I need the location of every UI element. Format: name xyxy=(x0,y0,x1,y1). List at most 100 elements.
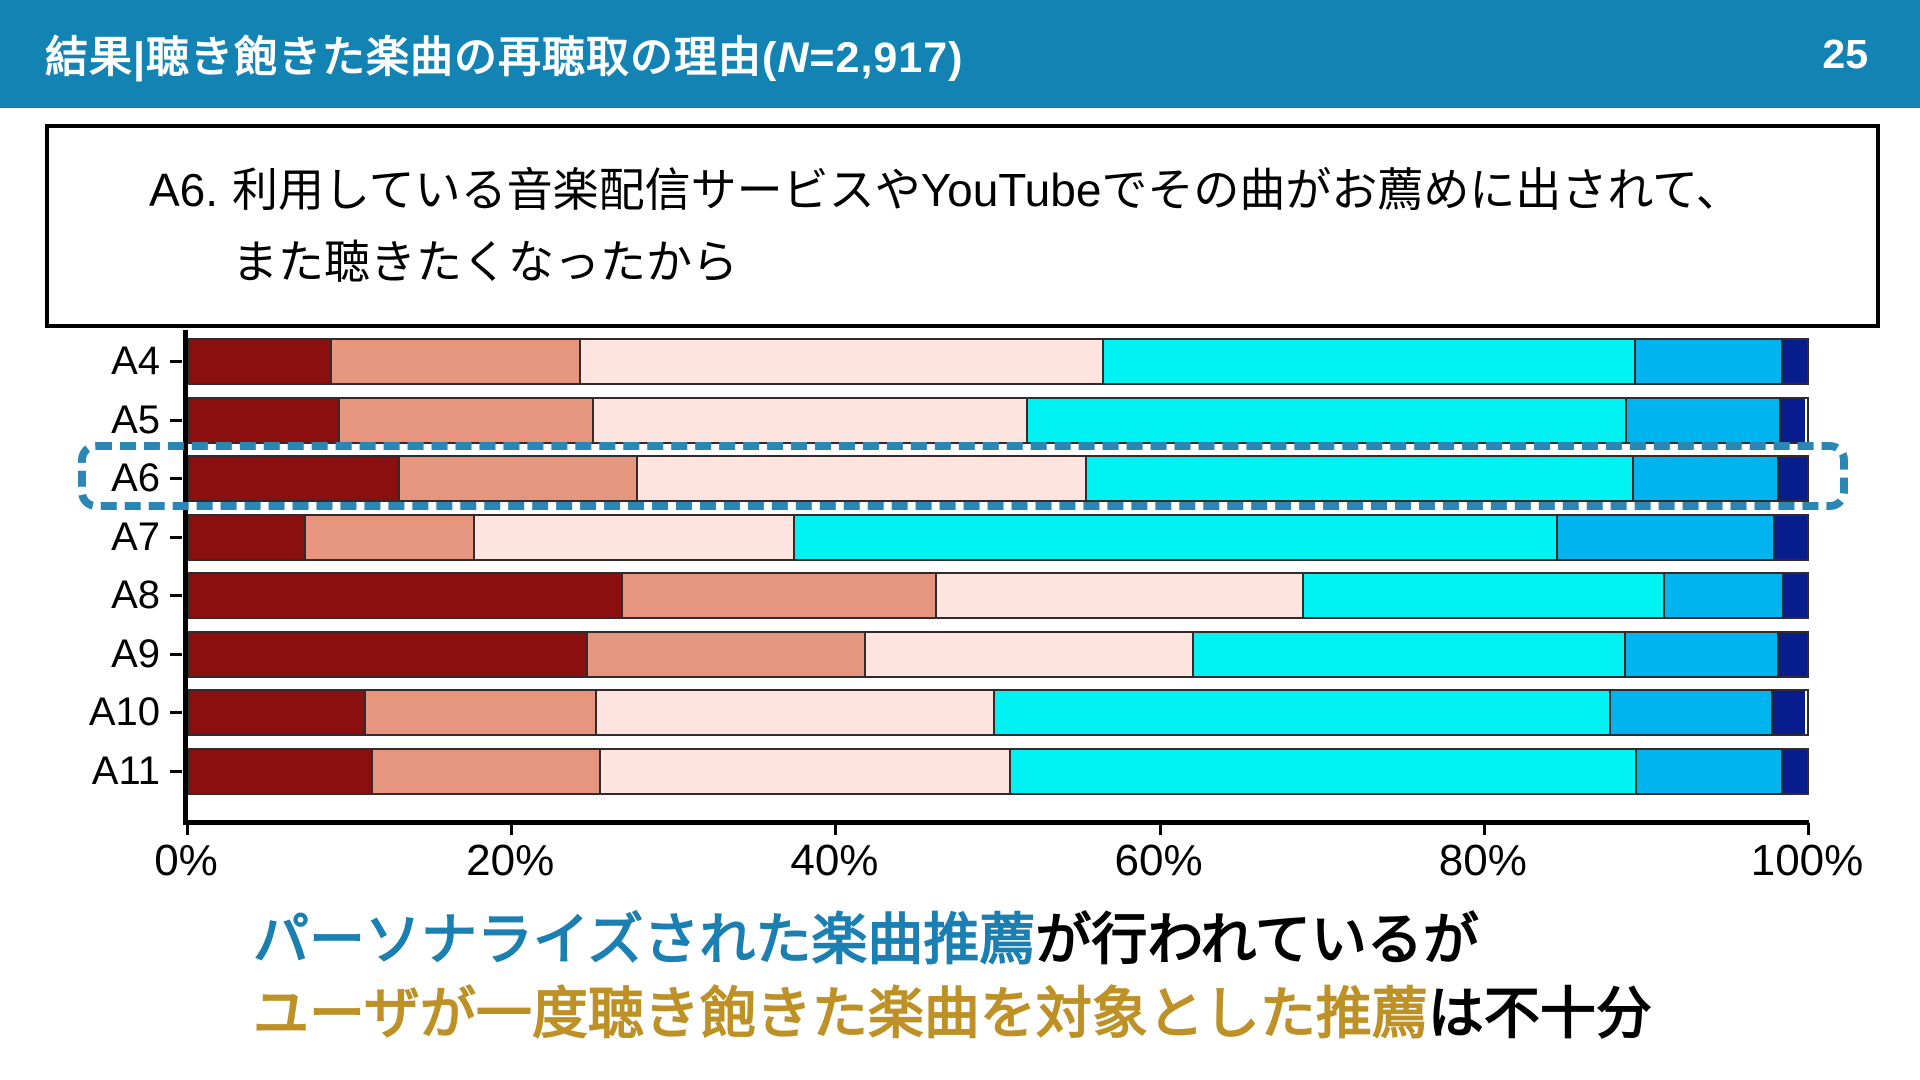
bar-a9-segment-6-navy xyxy=(1779,632,1807,676)
bar-a11-segment-3-light-pink xyxy=(600,749,1012,793)
x-axis-tick xyxy=(834,823,838,835)
bar-a8-segment-3-light-pink xyxy=(937,574,1305,618)
bar-a11-segment-6-navy xyxy=(1782,749,1807,793)
bar-a6-segment-3-light-pink xyxy=(637,457,1088,501)
bar-row-a7 xyxy=(188,513,1809,561)
bar-a9-segment-2-salmon xyxy=(587,632,866,676)
y-axis-label-a6: A6 xyxy=(111,456,160,501)
bar-a4-segment-3-light-pink xyxy=(581,340,1104,383)
bar-a10-segment-3-light-pink xyxy=(597,691,996,735)
question-lines: 利用している音楽配信サービスやYouTubeでその曲がお薦めに出されて、 また聴… xyxy=(232,154,1742,298)
question-box: A6. 利用している音楽配信サービスやYouTubeでその曲がお薦めに出されて、… xyxy=(45,124,1880,328)
y-axis-tick xyxy=(170,711,182,715)
bar-a7-segment-6-navy xyxy=(1774,515,1807,559)
question-text: A6. 利用している音楽配信サービスやYouTubeでその曲がお薦めに出されて、… xyxy=(149,154,1742,298)
conclusion-line-1: パーソナライズされた楽曲推薦が行われているが xyxy=(253,903,1652,977)
bar-a6-segment-4-cyan xyxy=(1087,457,1634,501)
x-axis-tick xyxy=(510,823,514,835)
bar-a7-segment-5-sky-blue xyxy=(1557,515,1775,559)
bar-a10-segment-1-dark-red xyxy=(190,691,367,735)
conclusion-text: パーソナライズされた楽曲推薦が行われているが ユーザが一度聴き飽きた楽曲を対象と… xyxy=(253,903,1652,1051)
y-axis-label-a8: A8 xyxy=(111,573,160,618)
bar-a8-segment-1-dark-red xyxy=(190,574,624,618)
bar-a5-segment-5-sky-blue xyxy=(1627,398,1782,442)
y-axis-label-a9: A9 xyxy=(111,631,160,676)
bar-row-a6 xyxy=(188,455,1809,503)
conclusion-line-1-highlight: パーソナライズされた楽曲推薦 xyxy=(253,908,1036,971)
y-axis-label-a4: A4 xyxy=(111,339,160,383)
x-axis-label-20: 20% xyxy=(466,836,555,885)
question-prefix: A6. xyxy=(149,164,219,216)
bar-a4-segment-1-dark-red xyxy=(190,340,333,383)
x-axis-tick xyxy=(1158,823,1162,835)
x-axis-label-40: 40% xyxy=(790,836,879,885)
a6-highlight-outline xyxy=(78,442,1848,510)
bar-a10-segment-6-navy xyxy=(1773,691,1806,735)
bar-a11-segment-2-salmon xyxy=(372,749,601,793)
bar-a10-segment-4-cyan xyxy=(995,691,1612,735)
y-axis-tick xyxy=(170,360,182,363)
bar-a6-segment-6-navy xyxy=(1779,457,1807,501)
bar-row-a10 xyxy=(188,689,1809,737)
bar-a4-segment-6-navy xyxy=(1782,340,1807,383)
bar-a4-segment-2-salmon xyxy=(332,340,582,383)
x-axis-tick xyxy=(1807,823,1810,835)
y-axis-tick xyxy=(170,477,182,481)
bar-a5-segment-2-salmon xyxy=(340,398,595,442)
conclusion-line-2: ユーザが一度聴き飽きた楽曲を対象とした推薦は不十分 xyxy=(253,977,1652,1051)
bar-a7-segment-1-dark-red xyxy=(190,515,307,559)
y-axis-label-a11: A11 xyxy=(91,748,160,793)
bar-a5-segment-1-dark-red xyxy=(190,398,341,442)
bar-row-a4 xyxy=(188,338,1809,385)
slide-title-n: N xyxy=(777,34,810,82)
bar-a7-segment-3-light-pink xyxy=(474,515,795,559)
bar-a4-segment-5-sky-blue xyxy=(1635,340,1783,383)
y-axis-label-a5: A5 xyxy=(111,397,160,442)
bar-a6-segment-5-sky-blue xyxy=(1633,457,1780,501)
question-line-1: 利用している音楽配信サービスやYouTubeでその曲がお薦めに出されて、 xyxy=(232,164,1742,216)
bar-a8-segment-2-salmon xyxy=(623,574,938,618)
bar-a8-segment-5-sky-blue xyxy=(1664,574,1785,618)
conclusion-line-2-highlight: ユーザが一度聴き飽きた楽曲を対象とした推薦 xyxy=(253,982,1428,1045)
slide-header: 結果|聴き飽きた楽曲の再聴取の理由(N=2,917) 25 xyxy=(0,0,1920,108)
question-line-2: また聴きたくなったから xyxy=(232,236,739,288)
conclusion-line-1-rest: が行われているが xyxy=(1035,908,1479,971)
bar-row-a9 xyxy=(188,630,1809,678)
y-axis-tick xyxy=(170,535,182,539)
bar-a6-segment-1-dark-red xyxy=(190,457,401,501)
bar-a9-segment-3-light-pink xyxy=(865,632,1195,676)
bar-a10-segment-5-sky-blue xyxy=(1611,691,1773,735)
bar-a8-segment-6-navy xyxy=(1784,574,1807,618)
bar-a5-segment-3-light-pink xyxy=(594,398,1028,442)
plot-area xyxy=(183,330,1809,825)
stacked-bar-chart: A4 A5 A6 A7 A8 A9 A10 A11 0% 20% 40% 60% 80% 100% xyxy=(0,330,1920,900)
x-axis-label-60: 60% xyxy=(1114,836,1203,885)
bar-a4-segment-4-cyan xyxy=(1103,340,1636,383)
x-axis-tick xyxy=(186,823,189,835)
conclusion-line-2-rest: は不十分 xyxy=(1427,982,1652,1045)
x-axis-tick xyxy=(1482,823,1486,835)
x-axis-label-100: 100% xyxy=(1750,836,1864,885)
bar-a8-segment-4-cyan xyxy=(1304,574,1665,618)
bar-a6-segment-2-salmon xyxy=(400,457,638,501)
bar-row-a5 xyxy=(188,396,1809,444)
x-axis-label-0: 0% xyxy=(154,836,218,885)
slide-title: 結果|聴き飽きた楽曲の再聴取の理由(N=2,917) xyxy=(45,23,1822,85)
y-axis-tick xyxy=(170,769,182,773)
bar-a9-segment-4-cyan xyxy=(1194,632,1626,676)
y-axis-label-a7: A7 xyxy=(111,514,160,559)
x-axis-label-80: 80% xyxy=(1438,836,1527,885)
slide-title-suffix: =2,917) xyxy=(809,34,964,82)
bar-a9-segment-1-dark-red xyxy=(190,632,588,676)
bar-a9-segment-5-sky-blue xyxy=(1625,632,1780,676)
bar-a7-segment-4-cyan xyxy=(794,515,1558,559)
y-axis-label-a10: A10 xyxy=(88,690,160,735)
bar-row-a8 xyxy=(188,572,1809,620)
y-axis-tick xyxy=(170,652,182,656)
bar-a11-segment-4-cyan xyxy=(1011,749,1638,793)
bar-a5-segment-6-navy xyxy=(1781,398,1806,442)
bar-a11-segment-5-sky-blue xyxy=(1637,749,1783,793)
y-axis-tick xyxy=(170,594,182,598)
bar-a5-segment-4-cyan xyxy=(1027,398,1628,442)
